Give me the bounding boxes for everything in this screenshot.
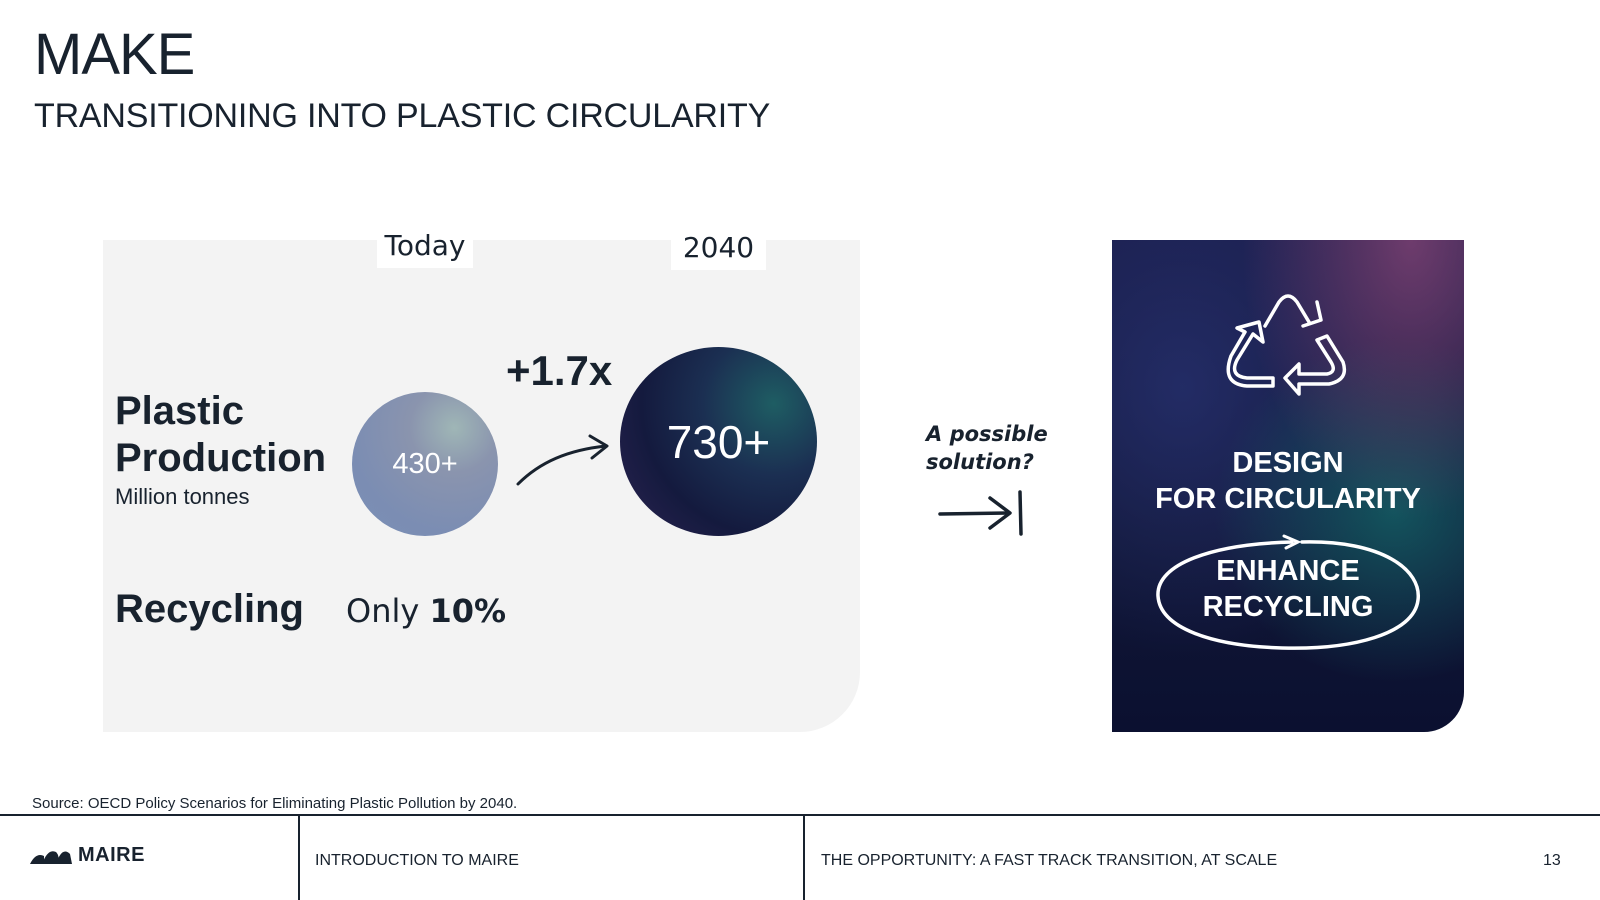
page-number: 13 <box>1543 852 1561 869</box>
recycling-prefix: Only <box>346 592 420 630</box>
production-label-line2: Production <box>115 436 327 480</box>
slide-subtitle: TRANSITIONING INTO PLASTIC CIRCULARITY <box>34 97 771 135</box>
footer-divider <box>298 816 300 900</box>
today-production-value: 430+ <box>392 447 458 480</box>
today-production-bubble: 430+ <box>352 392 498 536</box>
column-header-today: Today <box>377 222 473 268</box>
possible-solution-note: A possible solution? <box>926 420 1048 476</box>
design-line1: DESIGN <box>1232 447 1344 479</box>
future-production-bubble: 730+ <box>620 347 817 536</box>
design-line2: FOR CIRCULARITY <box>1155 483 1421 515</box>
production-label: Plastic Production <box>115 388 326 482</box>
slide-title: MAKE <box>34 22 195 87</box>
solution-card: DESIGN FOR CIRCULARITY ENHANCE RECYCLING <box>1112 240 1464 732</box>
future-production-value: 730+ <box>666 415 771 468</box>
logo-text: MAIRE <box>78 844 145 866</box>
note-line2: solution? <box>926 450 1034 474</box>
maire-logo-mark-icon <box>30 850 72 864</box>
production-unit: Million tonnes <box>115 484 250 509</box>
recycling-rate: Only 10% <box>346 592 506 630</box>
footer-divider <box>803 816 805 900</box>
growth-multiplier: +1.7x <box>506 347 613 394</box>
hand-drawn-circle-icon <box>1156 534 1420 650</box>
recycle-icon <box>1226 294 1347 396</box>
footer-section: INTRODUCTION TO MAIRE <box>315 852 519 869</box>
footer: MAIRE INTRODUCTION TO MAIRE THE OPPORTUN… <box>0 814 1600 900</box>
recycling-value: 10% <box>429 592 507 630</box>
note-line1: A possible <box>926 422 1048 446</box>
design-for-circularity: DESIGN FOR CIRCULARITY <box>1112 445 1464 517</box>
enhance-line2: RECYCLING <box>1202 591 1374 623</box>
column-header-2040: 2040 <box>671 224 766 270</box>
enhance-line1: ENHANCE <box>1216 555 1360 587</box>
production-label-line1: Plastic <box>115 389 244 433</box>
maire-logo: MAIRE <box>30 844 145 867</box>
growth-arrow-icon <box>516 434 609 486</box>
enhance-recycling: ENHANCE RECYCLING <box>1112 553 1464 625</box>
recycling-label: Recycling <box>115 587 304 631</box>
arrow-right-icon <box>938 490 1023 536</box>
source-note: Source: OECD Policy Scenarios for Elimin… <box>32 795 518 812</box>
footer-chapter: THE OPPORTUNITY: A FAST TRACK TRANSITION… <box>821 852 1278 869</box>
